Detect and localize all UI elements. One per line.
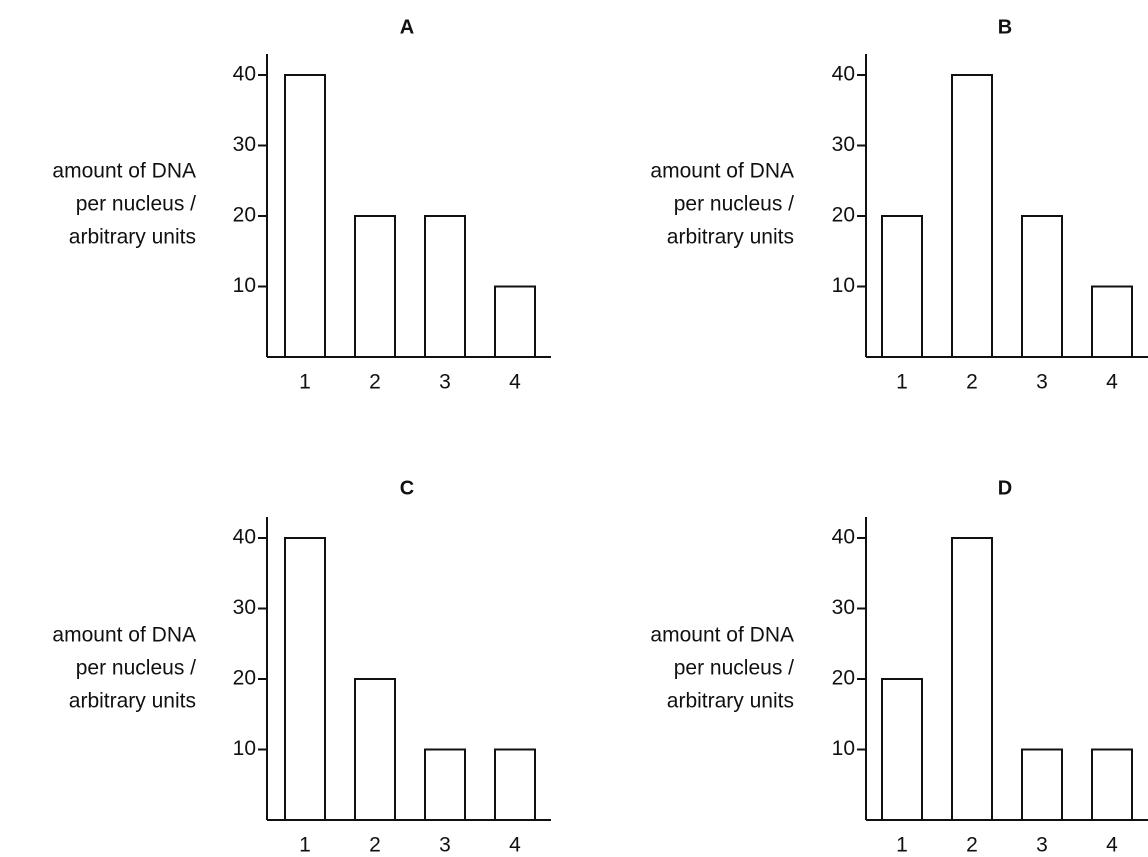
bar-1 [881,215,923,358]
y-tick-label: 40 [233,526,256,549]
y-tick-label: 20 [233,667,256,690]
bar-1 [284,74,326,358]
x-tick-label: 2 [966,371,978,394]
y-tick-label: 40 [832,63,855,86]
x-tick-label: 3 [1036,834,1048,857]
chart-title: D [998,477,1012,499]
chart-title: C [400,477,414,499]
x-tick-label: 1 [299,371,311,394]
y-tick-label: 20 [233,204,256,227]
y-axis-label-line: per nucleus / [674,193,794,216]
x-tick-label: 4 [1106,371,1118,394]
bar-2 [354,678,396,821]
bar-4 [1091,748,1133,821]
y-tick-label: 40 [233,63,256,86]
y-axis-label-line: per nucleus / [76,193,196,216]
bar-2 [951,537,993,821]
bar-1 [284,537,326,821]
bar-3 [424,215,466,358]
y-tick-label: 30 [233,596,256,619]
x-tick-label: 2 [369,371,381,394]
y-axis-label-line: arbitrary units [69,690,196,713]
x-tick-label: 2 [369,834,381,857]
y-tick-label: 30 [832,133,855,156]
chart-title: A [400,16,414,38]
y-tick-label: 30 [832,596,855,619]
y-axis-label-line: arbitrary units [667,690,794,713]
x-tick-label: 4 [509,834,521,857]
y-axis-label-line: amount of DNA [52,160,196,183]
y-tick-label: 10 [832,274,855,297]
bar-1 [881,678,923,821]
x-tick-label: 3 [439,371,451,394]
y-axis-label-line: per nucleus / [76,657,196,680]
bar-4 [1091,285,1133,358]
x-tick-label: 1 [896,371,908,394]
x-tick-label: 2 [966,834,978,857]
x-tick-label: 3 [439,834,451,857]
x-tick-label: 4 [1106,834,1118,857]
x-tick-label: 1 [896,834,908,857]
y-axis-label-line: amount of DNA [650,160,794,183]
y-tick-label: 10 [832,737,855,760]
chart-title: B [998,16,1012,38]
y-tick-label: 40 [832,526,855,549]
bar-3 [1021,215,1063,358]
bar-2 [354,215,396,358]
y-axis-label-line: amount of DNA [650,624,794,647]
bar-4 [494,285,536,358]
y-tick-label: 20 [832,667,855,690]
y-tick-label: 10 [233,737,256,760]
bar-3 [1021,748,1063,821]
y-axis-label-line: amount of DNA [52,624,196,647]
y-tick-label: 20 [832,204,855,227]
x-tick-label: 4 [509,371,521,394]
x-tick-label: 1 [299,834,311,857]
y-axis-label-line: arbitrary units [667,226,794,249]
y-axis-label-line: per nucleus / [674,657,794,680]
y-tick-label: 10 [233,274,256,297]
x-tick-label: 3 [1036,371,1048,394]
bar-4 [494,748,536,821]
y-axis-label-line: arbitrary units [69,226,196,249]
bar-2 [951,74,993,358]
y-tick-label: 30 [233,133,256,156]
bar-3 [424,748,466,821]
